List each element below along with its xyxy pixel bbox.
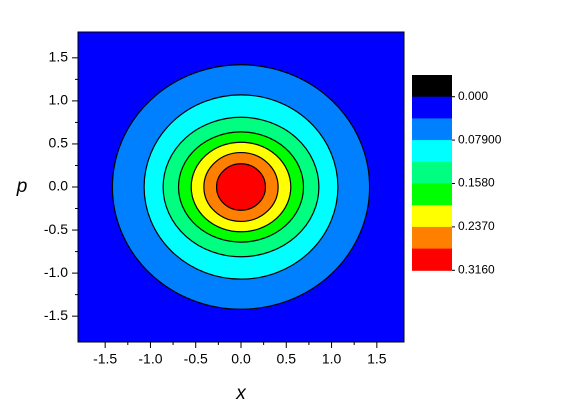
y-tick-label: -1.5 — [44, 307, 68, 323]
y-tick-label: -0.5 — [44, 221, 68, 237]
x-tick-label: 0.5 — [277, 351, 297, 367]
x-tick-label: 1.0 — [322, 351, 342, 367]
colorbar-swatch — [412, 205, 452, 228]
colorbar-swatch — [412, 226, 452, 250]
colorbar-label: 0.000 — [458, 89, 488, 103]
y-axis-label: p — [16, 176, 28, 197]
y-tick-label: -1.0 — [44, 264, 68, 280]
colorbar-swatch — [412, 183, 452, 206]
y-tick-label: 0.0 — [49, 178, 69, 194]
colorbar-swatch — [412, 161, 452, 184]
x-axis-label: x — [235, 383, 247, 404]
contour-band — [215, 163, 267, 211]
colorbar-swatch — [412, 75, 452, 98]
y-tick-label: 1.0 — [49, 92, 69, 108]
y-tick-label: 1.5 — [49, 49, 69, 65]
colorbar-label: 0.1580 — [458, 176, 495, 190]
colorbar-swatch — [412, 140, 452, 163]
colorbar-label: 0.2370 — [458, 219, 495, 233]
colorbar-swatch — [412, 118, 452, 141]
colorbar-label: 0.07900 — [458, 132, 502, 146]
colorbar-label: 0.3160 — [458, 262, 495, 276]
y-tick-label: 0.5 — [49, 135, 69, 151]
x-tick-label: -1.0 — [138, 351, 162, 367]
colorbar-swatch — [412, 248, 452, 271]
x-tick-label: -0.5 — [184, 351, 208, 367]
colorbar-swatch — [412, 96, 452, 119]
x-tick-label: -1.5 — [93, 351, 117, 367]
x-tick-label: 1.5 — [367, 351, 387, 367]
x-tick-label: 0.0 — [231, 351, 251, 367]
